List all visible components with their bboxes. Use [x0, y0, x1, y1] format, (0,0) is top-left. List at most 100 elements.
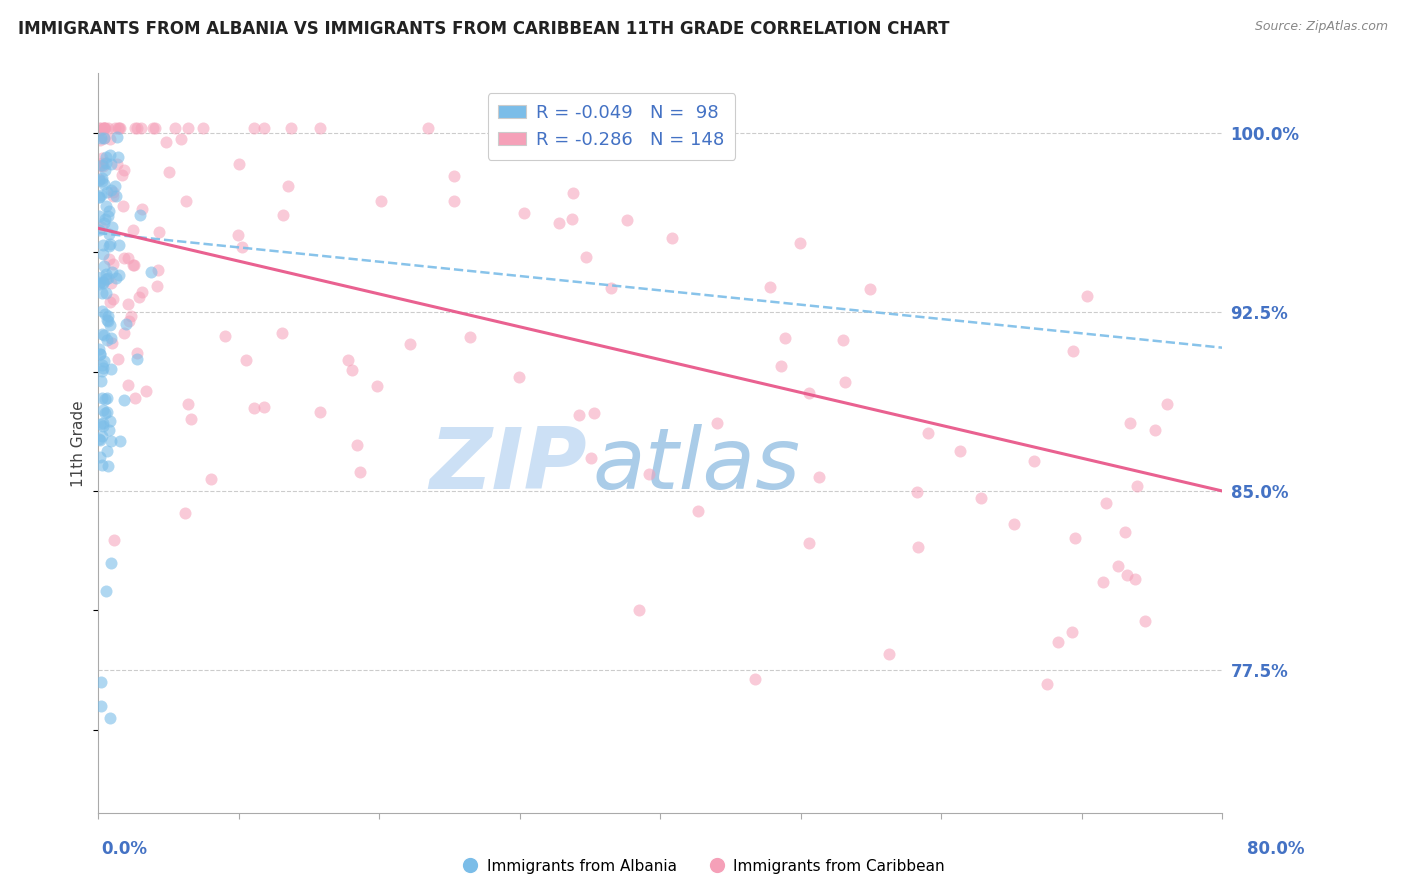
Point [127, 120, 149, 135]
Point [117, 377, 139, 392]
Point [93, 417, 115, 431]
Point [108, 120, 131, 135]
Legend: R = -0.049   N =  98, R = -0.286   N = 148: R = -0.049 N = 98, R = -0.286 N = 148 [488, 93, 735, 160]
Point [1133, 614, 1156, 628]
Point [90, 286, 112, 301]
Point [214, 328, 236, 343]
Point [1114, 525, 1136, 540]
Point [1004, 516, 1026, 531]
Point [108, 268, 131, 282]
Point [91, 159, 114, 173]
Point [90, 269, 112, 284]
Point [94, 267, 117, 281]
Point [398, 337, 420, 351]
Point [98, 423, 121, 437]
Point [93, 216, 115, 230]
Point [93, 131, 115, 145]
Point [93, 354, 115, 368]
Point [418, 120, 440, 135]
Point [93, 120, 115, 135]
Point [93, 307, 115, 321]
Legend: Immigrants from Albania, Immigrants from Caribbean: Immigrants from Albania, Immigrants from… [454, 853, 952, 880]
Point [90, 131, 112, 145]
Point [917, 426, 939, 441]
Point [799, 386, 821, 401]
Point [97, 310, 120, 324]
Point [688, 504, 710, 518]
Point [122, 223, 145, 237]
Point [94, 156, 117, 170]
Point [112, 326, 135, 340]
Point [90, 326, 112, 341]
Point [100, 362, 122, 376]
Point [1046, 635, 1069, 649]
Point [907, 540, 929, 554]
Point [277, 179, 299, 194]
Point [90, 358, 112, 372]
Point [616, 213, 638, 227]
Point [548, 215, 571, 229]
Point [177, 396, 200, 410]
Point [93, 177, 115, 191]
Point [105, 188, 128, 202]
Point [96, 443, 118, 458]
Point [94, 120, 117, 135]
Point [108, 120, 131, 135]
Point [148, 225, 170, 239]
Point [89, 190, 111, 204]
Point [100, 434, 122, 448]
Point [97, 227, 120, 242]
Point [89, 342, 111, 356]
Point [93, 328, 115, 343]
Point [797, 535, 820, 549]
Point [104, 179, 127, 194]
Point [443, 194, 465, 208]
Point [94, 163, 117, 178]
Point [100, 277, 122, 291]
Point [1126, 479, 1149, 493]
Point [129, 120, 152, 135]
Point [1143, 423, 1166, 437]
Point [90, 219, 112, 234]
Text: atlas: atlas [593, 424, 800, 507]
Point [97, 120, 120, 135]
Point [568, 408, 591, 422]
Point [1024, 453, 1046, 467]
Point [228, 157, 250, 171]
Point [146, 263, 169, 277]
Point [89, 276, 111, 290]
Point [89, 120, 111, 135]
Point [90, 458, 112, 472]
Point [200, 473, 222, 487]
Point [107, 237, 129, 252]
Point [114, 252, 136, 266]
Point [94, 212, 117, 227]
Point [91, 151, 114, 165]
Point [146, 279, 169, 293]
Text: IMMIGRANTS FROM ALBANIA VS IMMIGRANTS FROM CARIBBEAN 11TH GRADE CORRELATION CHAR: IMMIGRANTS FROM ALBANIA VS IMMIGRANTS FR… [18, 20, 950, 37]
Point [253, 120, 276, 135]
Point [94, 392, 117, 406]
Point [100, 331, 122, 345]
Point [581, 450, 603, 465]
Point [96, 186, 118, 200]
Point [91, 174, 114, 188]
Point [366, 379, 388, 393]
Point [128, 290, 150, 304]
Point [101, 257, 124, 271]
Point [177, 120, 200, 135]
Point [346, 438, 368, 452]
Y-axis label: 11th Grade: 11th Grade [72, 400, 86, 486]
Point [94, 199, 117, 213]
Point [252, 400, 274, 414]
Point [905, 485, 928, 500]
Point [89, 172, 111, 186]
Point [89, 277, 111, 291]
Point [759, 280, 782, 294]
Point [105, 271, 128, 285]
Point [512, 206, 534, 220]
Point [89, 417, 111, 431]
Point [98, 294, 121, 309]
Point [98, 239, 121, 253]
Point [458, 330, 481, 344]
